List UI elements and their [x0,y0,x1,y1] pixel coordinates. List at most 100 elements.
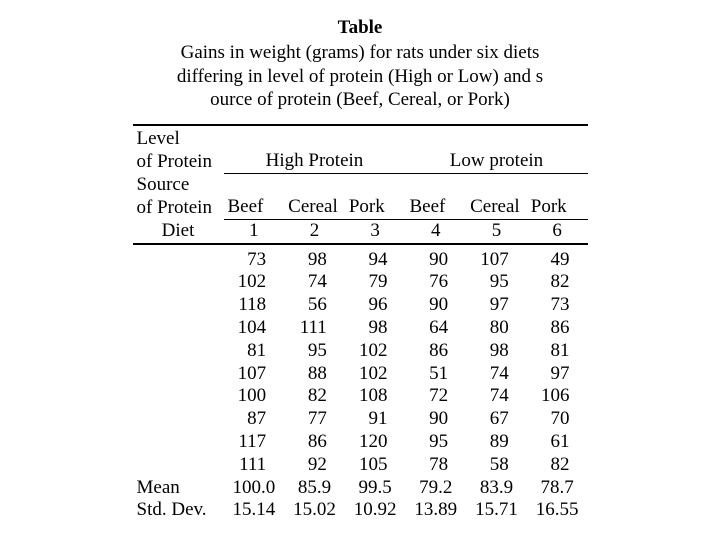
data-cell: 120 [345,431,406,454]
data-cell: 95 [466,271,527,294]
data-cell: 105 [345,454,406,477]
level-label: Level of Protein [133,125,224,174]
table-row: 7398949010749 [133,244,588,272]
row-label-empty [133,317,224,340]
col-header-diet: 1 [224,219,285,243]
data-cell: 86 [527,317,588,340]
mean-cell: 85.9 [284,477,345,500]
data-cell: 102 [345,363,406,386]
data-cell: 70 [527,408,588,431]
col-header-source: Cereal [466,174,527,220]
data-cell: 102 [224,271,285,294]
table-row: 10788102517497 [133,363,588,386]
data-table-wrapper: Level of Protein High Protein Low protei… [133,124,588,522]
data-cell: 104 [224,317,285,340]
data-cell: 94 [345,244,406,272]
table-row: 100821087274106 [133,385,588,408]
level-high-header: High Protein [224,125,406,174]
data-cell: 86 [405,340,466,363]
data-table: Level of Protein High Protein Low protei… [133,124,588,522]
row-label-empty [133,294,224,317]
table-row: 11192105785882 [133,454,588,477]
data-cell: 82 [527,271,588,294]
data-cell: 88 [284,363,345,386]
col-header-diet: 3 [345,219,406,243]
col-header-diet: 2 [284,219,345,243]
mean-cell: 79.2 [405,477,466,500]
data-cell: 97 [466,294,527,317]
stddev-cell: 15.71 [466,499,527,522]
data-cell: 87 [224,408,285,431]
table-row: 11786120958961 [133,431,588,454]
data-cell: 98 [466,340,527,363]
data-cell: 56 [284,294,345,317]
data-cell: 76 [405,271,466,294]
col-header-source: Beef [405,174,466,220]
row-label-empty [133,340,224,363]
data-cell: 78 [405,454,466,477]
data-cell: 92 [284,454,345,477]
row-label-empty [133,363,224,386]
data-cell: 82 [527,454,588,477]
col-header-diet: 4 [405,219,466,243]
data-cell: 79 [345,271,406,294]
data-cell: 80 [466,317,527,340]
table-row: 1027479769582 [133,271,588,294]
data-cell: 74 [284,271,345,294]
data-cell: 95 [284,340,345,363]
caption-line: differing in level of protein (High or L… [177,66,543,87]
data-cell: 73 [527,294,588,317]
data-cell: 74 [466,385,527,408]
col-header-diet: 6 [527,219,588,243]
stddev-cell: 10.92 [345,499,406,522]
data-cell: 81 [527,340,588,363]
table-caption: Gains in weight (grams) for rats under s… [0,41,720,112]
data-cell: 58 [466,454,527,477]
stddev-cell: 15.02 [284,499,345,522]
data-cell: 102 [345,340,406,363]
mean-cell: 83.9 [466,477,527,500]
data-cell: 96 [345,294,406,317]
stddev-label: Std. Dev. [133,499,224,522]
data-cell: 49 [527,244,588,272]
col-header-source: Pork [527,174,588,220]
table-row: 10411198648086 [133,317,588,340]
col-header-source: Cereal [284,174,345,220]
diet-label: Diet [133,219,224,243]
data-cell: 72 [405,385,466,408]
row-label-empty [133,431,224,454]
table-row: 1185696909773 [133,294,588,317]
data-cell: 97 [527,363,588,386]
row-label-empty [133,271,224,294]
data-cell: 67 [466,408,527,431]
data-cell: 61 [527,431,588,454]
caption-line: ource of protein (Beef, Cereal, or Pork) [210,89,510,110]
data-cell: 108 [345,385,406,408]
stddev-cell: 13.89 [405,499,466,522]
data-cell: 95 [405,431,466,454]
data-cell: 117 [224,431,285,454]
source-label: Source of Protein [133,174,224,220]
data-cell: 106 [527,385,588,408]
data-cell: 74 [466,363,527,386]
data-cell: 98 [345,317,406,340]
row-label-empty [133,408,224,431]
data-cell: 89 [466,431,527,454]
stddev-cell: 16.55 [527,499,588,522]
data-cell: 90 [405,408,466,431]
mean-cell: 99.5 [345,477,406,500]
table-row: 8195102869881 [133,340,588,363]
data-cell: 86 [284,431,345,454]
table-row: 877791906770 [133,408,588,431]
row-label-empty [133,454,224,477]
data-cell: 100 [224,385,285,408]
mean-cell: 78.7 [527,477,588,500]
col-header-source: Pork [345,174,406,220]
data-cell: 82 [284,385,345,408]
data-cell: 51 [405,363,466,386]
data-cell: 98 [284,244,345,272]
data-cell: 64 [405,317,466,340]
col-header-diet: 5 [466,219,527,243]
row-label-empty [133,244,224,272]
mean-label: Mean [133,477,224,500]
